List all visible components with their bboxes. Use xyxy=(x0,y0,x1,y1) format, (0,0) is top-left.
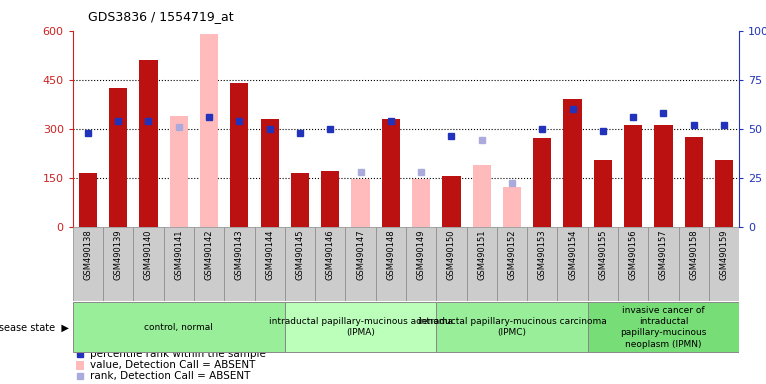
Text: disease state  ▶: disease state ▶ xyxy=(0,322,69,333)
Bar xyxy=(437,227,466,301)
Bar xyxy=(588,303,739,352)
Text: GSM490153: GSM490153 xyxy=(538,230,547,280)
Text: GSM490151: GSM490151 xyxy=(477,230,486,280)
Bar xyxy=(558,227,588,301)
Text: GSM490149: GSM490149 xyxy=(417,230,426,280)
Bar xyxy=(194,227,224,301)
Text: intraductal papillary-mucinous adenoma
(IPMA): intraductal papillary-mucinous adenoma (… xyxy=(269,317,453,338)
Text: count: count xyxy=(90,338,119,348)
Bar xyxy=(170,116,188,227)
Bar xyxy=(618,227,648,301)
Text: GSM490159: GSM490159 xyxy=(719,230,728,280)
Bar xyxy=(594,160,612,227)
Bar xyxy=(133,227,164,301)
Bar xyxy=(564,99,581,227)
Bar xyxy=(375,227,406,301)
Bar xyxy=(321,171,339,227)
Text: value, Detection Call = ABSENT: value, Detection Call = ABSENT xyxy=(90,360,256,370)
Bar xyxy=(648,227,679,301)
Bar xyxy=(231,83,248,227)
Bar xyxy=(200,34,218,227)
Text: GSM490139: GSM490139 xyxy=(113,230,123,280)
Bar xyxy=(685,137,703,227)
Text: rank, Detection Call = ABSENT: rank, Detection Call = ABSENT xyxy=(90,371,250,381)
Text: GSM490143: GSM490143 xyxy=(235,230,244,280)
Text: GSM490157: GSM490157 xyxy=(659,230,668,280)
Bar xyxy=(437,303,588,352)
Bar xyxy=(381,119,400,227)
Text: GSM490152: GSM490152 xyxy=(508,230,516,280)
Bar xyxy=(679,227,709,301)
Bar xyxy=(164,227,194,301)
Bar xyxy=(473,165,491,227)
Bar xyxy=(291,173,309,227)
Text: GSM490146: GSM490146 xyxy=(326,230,335,280)
Bar xyxy=(466,227,497,301)
Bar xyxy=(442,176,460,227)
Text: percentile rank within the sample: percentile rank within the sample xyxy=(90,349,267,359)
Bar xyxy=(406,227,437,301)
Bar xyxy=(73,303,285,352)
Bar xyxy=(73,227,103,301)
Bar xyxy=(260,119,279,227)
Bar xyxy=(503,187,521,227)
Bar xyxy=(139,60,158,227)
Bar xyxy=(497,227,527,301)
Text: GSM490141: GSM490141 xyxy=(175,230,183,280)
Bar xyxy=(345,227,375,301)
Bar xyxy=(533,139,552,227)
Bar xyxy=(254,227,285,301)
Text: intraductal papillary-mucinous carcinoma
(IPMC): intraductal papillary-mucinous carcinoma… xyxy=(417,317,607,338)
Bar xyxy=(285,303,437,352)
Text: GSM490158: GSM490158 xyxy=(689,230,699,280)
Text: GSM490148: GSM490148 xyxy=(386,230,395,280)
Bar xyxy=(224,227,254,301)
Bar xyxy=(588,227,618,301)
Bar xyxy=(352,179,370,227)
Bar xyxy=(412,179,430,227)
Text: control, normal: control, normal xyxy=(144,323,213,332)
Text: invasive cancer of
intraductal
papillary-mucinous
neoplasm (IPMN): invasive cancer of intraductal papillary… xyxy=(620,306,707,349)
Text: GSM490156: GSM490156 xyxy=(629,230,637,280)
Text: GSM490150: GSM490150 xyxy=(447,230,456,280)
Text: GSM490154: GSM490154 xyxy=(568,230,577,280)
Bar xyxy=(103,227,133,301)
Bar xyxy=(77,339,84,348)
Bar xyxy=(79,173,97,227)
Text: GSM490145: GSM490145 xyxy=(296,230,304,280)
Bar xyxy=(527,227,558,301)
Bar xyxy=(315,227,345,301)
Text: GSM490142: GSM490142 xyxy=(205,230,214,280)
Bar xyxy=(709,227,739,301)
Bar xyxy=(285,227,315,301)
Text: GSM490140: GSM490140 xyxy=(144,230,153,280)
Text: GSM490147: GSM490147 xyxy=(356,230,365,280)
Text: GSM490155: GSM490155 xyxy=(598,230,607,280)
Bar xyxy=(654,126,673,227)
Bar xyxy=(715,160,733,227)
Text: GSM490144: GSM490144 xyxy=(265,230,274,280)
Bar xyxy=(624,126,642,227)
Bar xyxy=(109,88,127,227)
Bar xyxy=(77,361,84,369)
Text: GDS3836 / 1554719_at: GDS3836 / 1554719_at xyxy=(88,10,234,23)
Text: GSM490138: GSM490138 xyxy=(83,230,93,280)
